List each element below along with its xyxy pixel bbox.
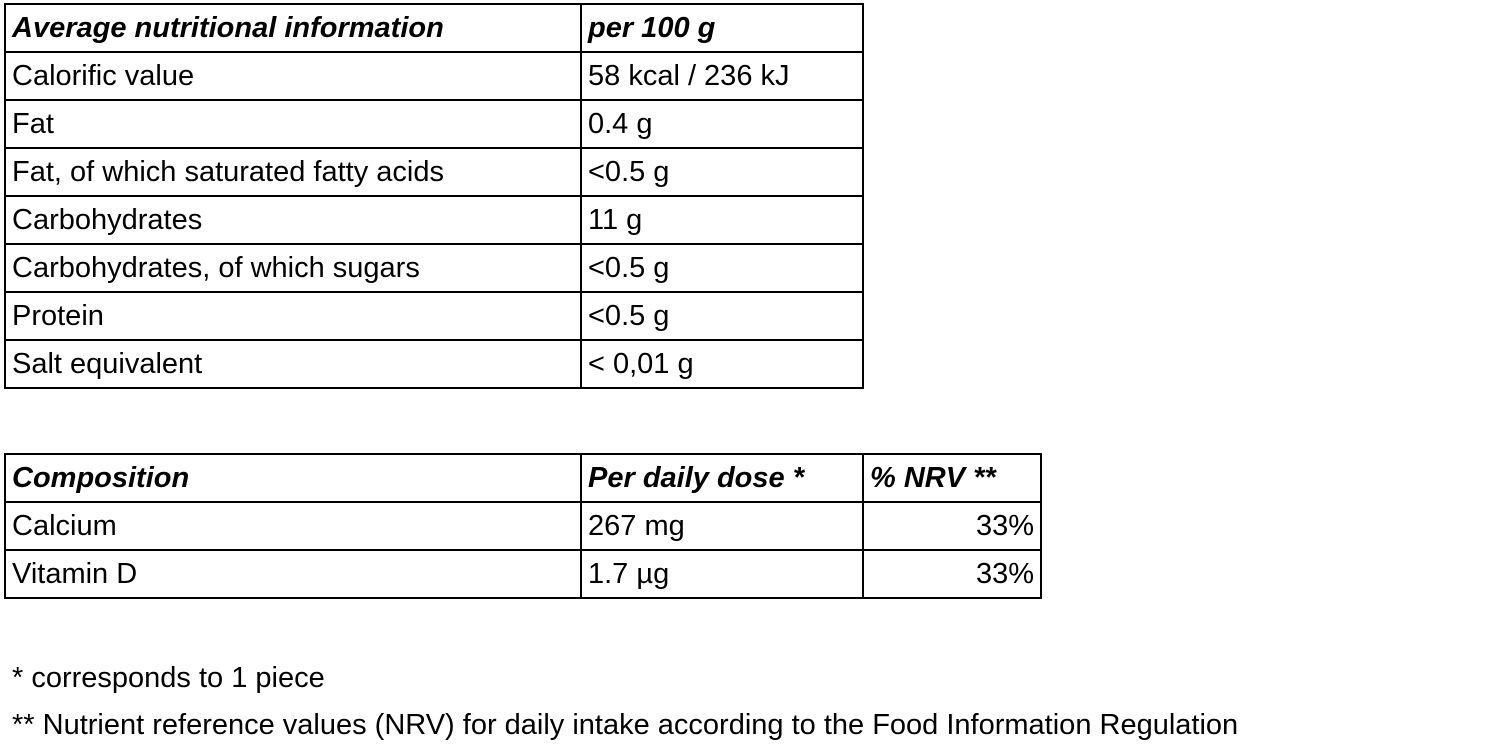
row: Calcium 267 mg 33%	[4, 501, 1042, 551]
header-row: Average nutritional information per 100 …	[4, 3, 864, 53]
footnote: * corresponds to 1 piece	[12, 662, 325, 694]
cell: <0.5 g	[580, 147, 864, 197]
header-cell: per 100 g	[580, 3, 864, 53]
header-cell: Composition	[4, 453, 582, 503]
cell: Fat, of which saturated fatty acids	[4, 147, 582, 197]
row: Fat 0.4 g	[4, 99, 864, 149]
cell: <0.5 g	[580, 243, 864, 293]
header-cell: % NRV **	[862, 453, 1042, 503]
cell: Salt equivalent	[4, 339, 582, 389]
cell: 1.7 µg	[580, 549, 864, 599]
cell: Fat	[4, 99, 582, 149]
cell: Calorific value	[4, 51, 582, 101]
cell: < 0,01 g	[580, 339, 864, 389]
cell: 33%	[862, 549, 1042, 599]
row: Protein <0.5 g	[4, 291, 864, 341]
row: Fat, of which saturated fatty acids <0.5 …	[4, 147, 864, 197]
cell: 33%	[862, 501, 1042, 551]
header-cell: Average nutritional information	[4, 3, 582, 53]
header-cell: Per daily dose *	[580, 453, 864, 503]
row: Calorific value 58 kcal / 236 kJ	[4, 51, 864, 101]
cell: Carbohydrates, of which sugars	[4, 243, 582, 293]
cell: Vitamin D	[4, 549, 582, 599]
composition-table: Composition Per daily dose * % NRV ** Ca…	[4, 453, 1042, 599]
cell: Calcium	[4, 501, 582, 551]
row: Vitamin D 1.7 µg 33%	[4, 549, 1042, 599]
cell: <0.5 g	[580, 291, 864, 341]
cell: 0.4 g	[580, 99, 864, 149]
row: Carbohydrates, of which sugars <0.5 g	[4, 243, 864, 293]
row: Carbohydrates 11 g	[4, 195, 864, 245]
cell: 11 g	[580, 195, 864, 245]
footnote: ** Nutrient reference values (NRV) for d…	[12, 709, 1239, 741]
cell: Carbohydrates	[4, 195, 582, 245]
cell: Protein	[4, 291, 582, 341]
row: Salt equivalent < 0,01 g	[4, 339, 864, 389]
cell: 267 mg	[580, 501, 864, 551]
cell: 58 kcal / 236 kJ	[580, 51, 864, 101]
nutrition-table: Average nutritional information per 100 …	[4, 3, 864, 389]
header-row: Composition Per daily dose * % NRV **	[4, 453, 1042, 503]
